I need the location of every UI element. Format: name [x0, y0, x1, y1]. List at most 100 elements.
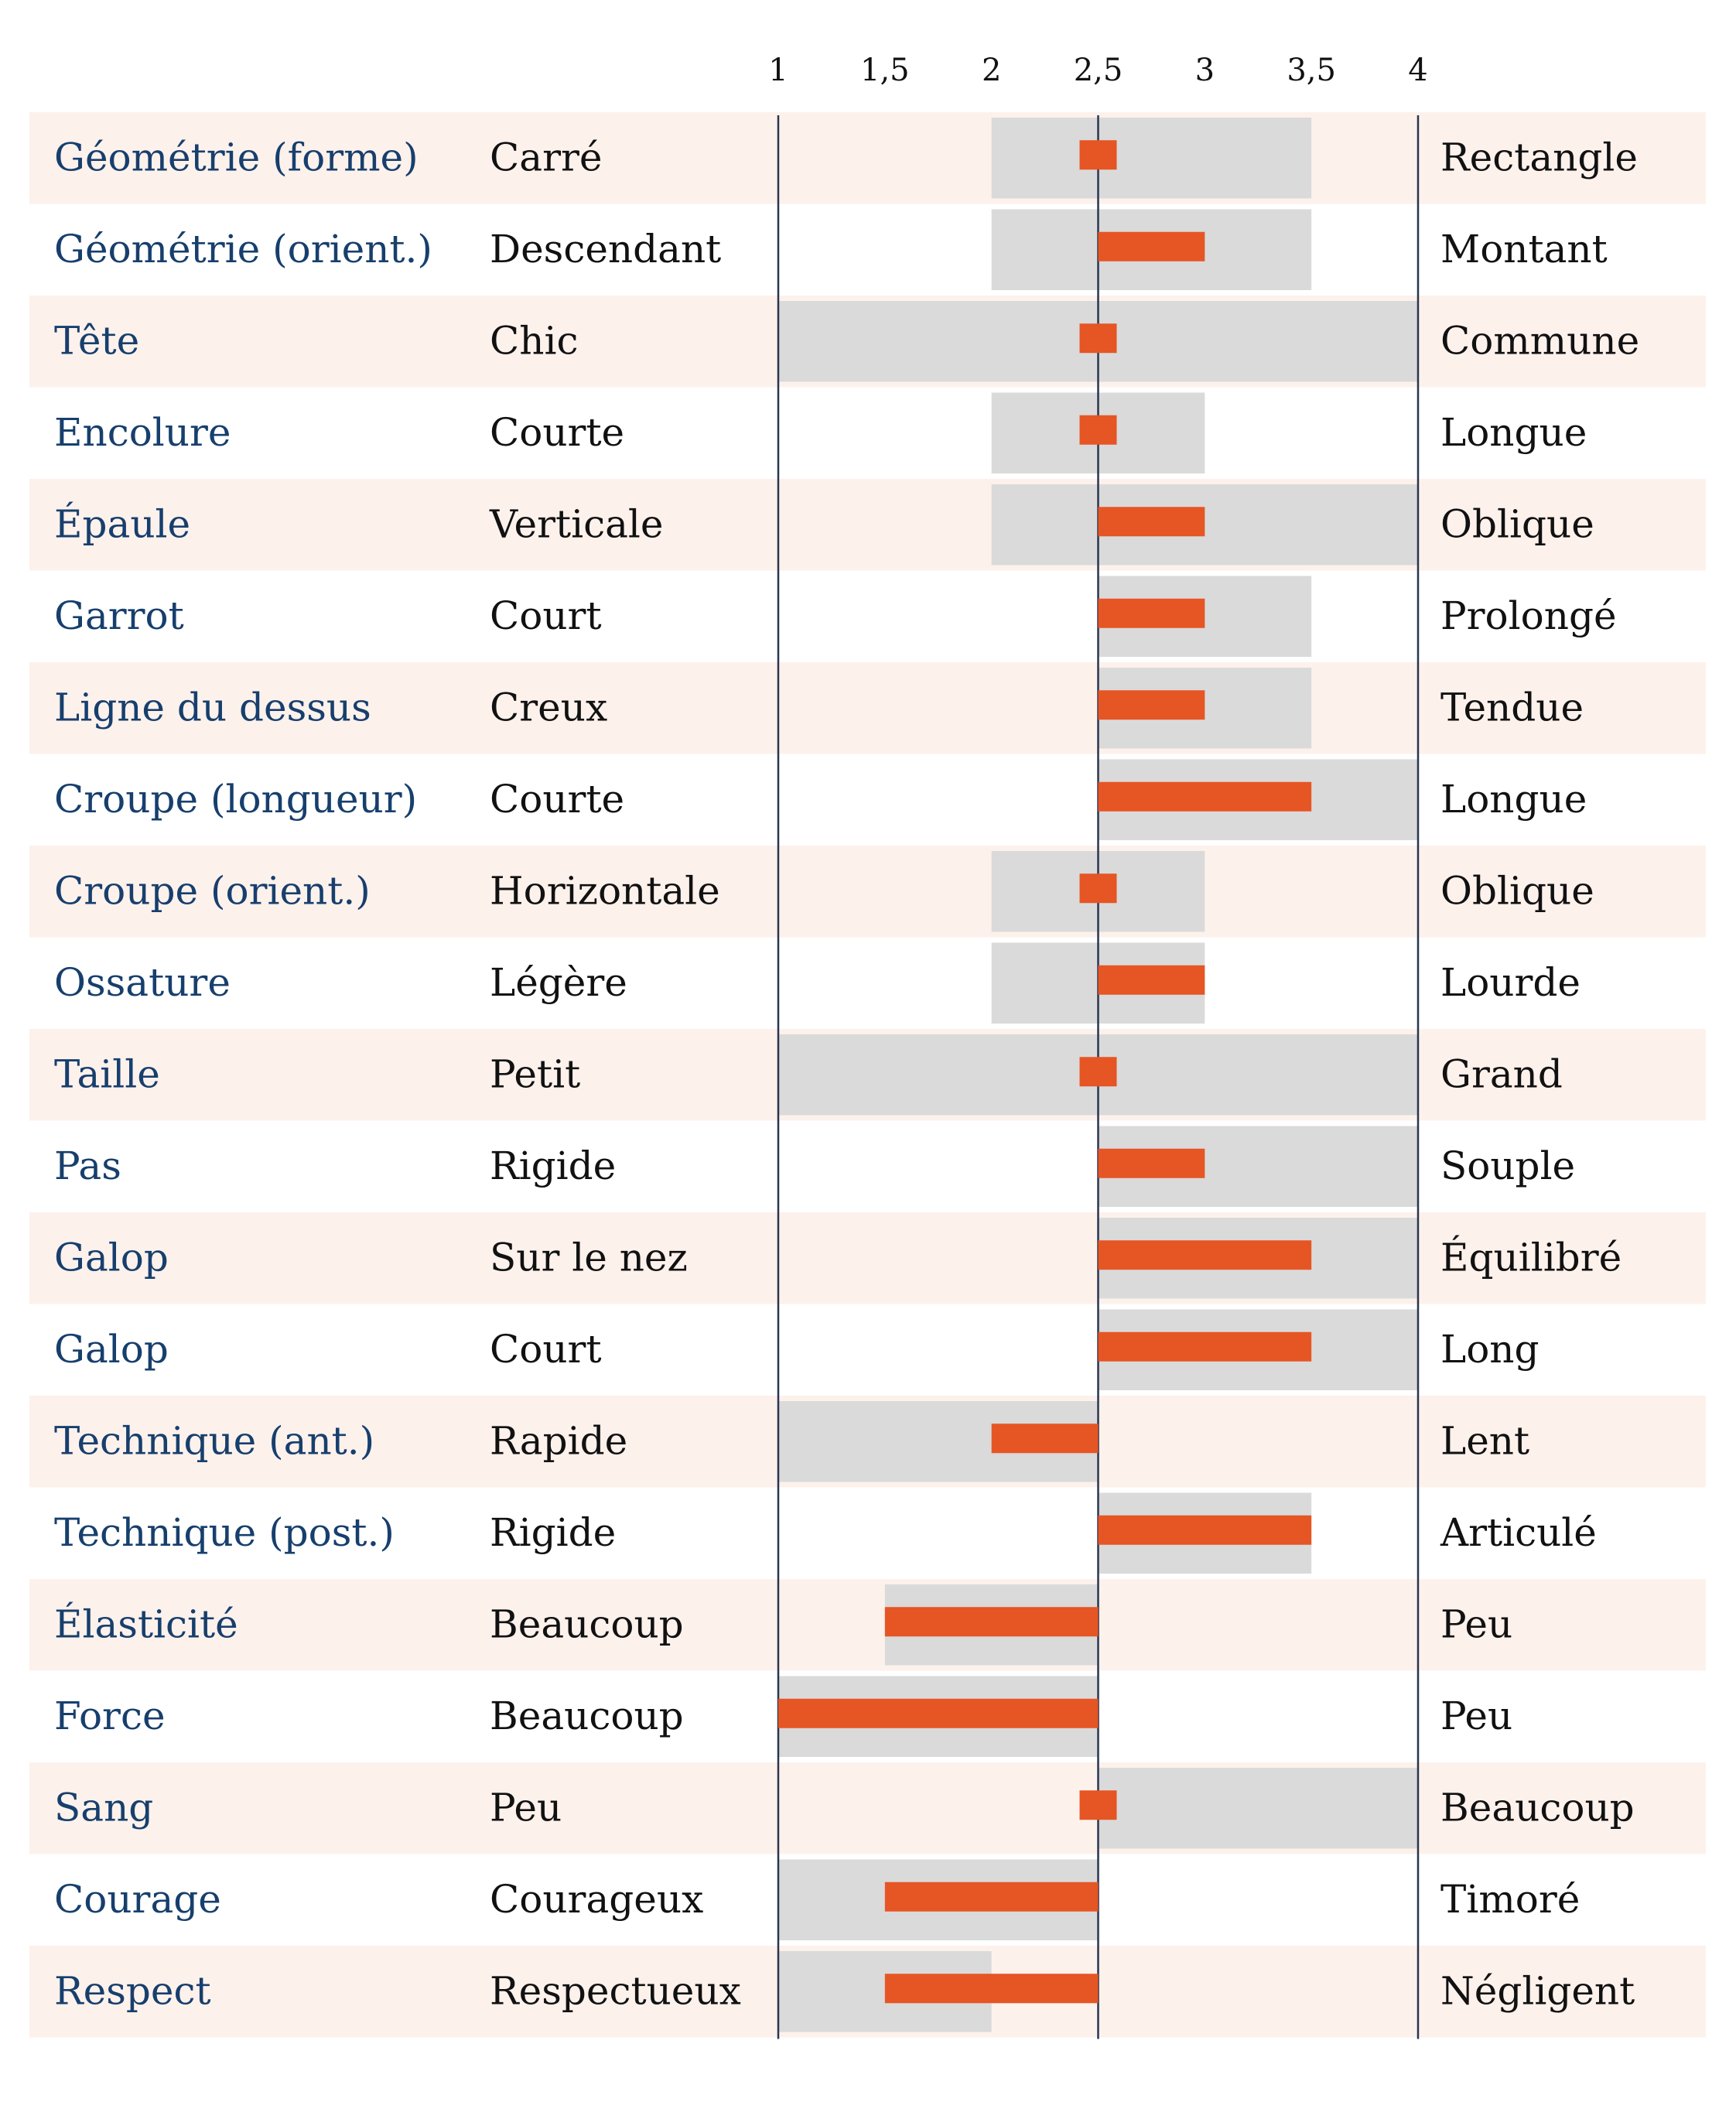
trait-label: Croupe (orient.)	[54, 868, 371, 913]
trait-label: Force	[54, 1694, 166, 1738]
trait-label: Galop	[54, 1327, 169, 1372]
left-pole-label: Petit	[490, 1051, 580, 1096]
left-pole-label: Verticale	[489, 501, 664, 546]
tick-labels: 1 1,5 2 2,5 3 3,5 4	[768, 53, 1427, 88]
right-pole-label: Équilibré	[1440, 1234, 1622, 1280]
left-pole-label: Rapide	[490, 1418, 627, 1463]
value-bar	[1098, 690, 1205, 720]
trait-label: Taille	[54, 1051, 160, 1096]
value-bars	[778, 140, 1312, 2004]
trait-label: Garrot	[54, 593, 184, 638]
value-bar	[991, 1424, 1099, 1454]
tick-label: 2	[982, 53, 1001, 88]
value-bar	[884, 1607, 1099, 1637]
trait-label: Ossature	[54, 960, 231, 1005]
right-pole-label: Grand	[1440, 1051, 1563, 1096]
row-stripe	[29, 1212, 1706, 1304]
value-bar	[1098, 1148, 1205, 1178]
right-pole-label: Timoré	[1440, 1877, 1580, 1922]
row-stripe	[29, 479, 1706, 571]
right-pole-label: Oblique	[1440, 868, 1594, 913]
right-pole-label: Souple	[1440, 1143, 1575, 1188]
value-bar	[1098, 1515, 1312, 1545]
right-pole-label: Longue	[1440, 410, 1587, 455]
trait-label: Galop	[54, 1235, 169, 1280]
trait-label: Tête	[54, 318, 139, 363]
left-pole-label: Beaucoup	[490, 1694, 684, 1738]
trait-label: Technique (post.)	[54, 1510, 395, 1555]
right-pole-label: Peu	[1440, 1694, 1512, 1738]
value-bar	[1098, 507, 1205, 537]
trait-label: Pas	[54, 1143, 121, 1188]
value-bar	[1079, 140, 1117, 170]
trait-label: Respect	[54, 1968, 211, 2013]
range-band	[1098, 1768, 1418, 1849]
row-stripe	[29, 1762, 1706, 1854]
value-bar	[1079, 1057, 1117, 1087]
right-pole-label: Rectangle	[1440, 135, 1638, 179]
tick-label: 1	[768, 53, 788, 88]
tick-label: 3,5	[1287, 53, 1336, 88]
left-pole-label: Respectueux	[490, 1968, 741, 2013]
left-pole-label: Chic	[490, 318, 578, 363]
row-stripe	[29, 662, 1706, 754]
left-pole-label: Descendant	[490, 227, 721, 272]
tick-label: 4	[1408, 53, 1427, 88]
value-bar	[778, 1698, 1099, 1728]
left-pole-label: Rigide	[490, 1510, 616, 1555]
trait-label: Courage	[54, 1877, 221, 1922]
right-pole-label: Oblique	[1440, 501, 1594, 546]
row-stripe	[29, 1579, 1706, 1671]
trait-label: Géométrie (orient.)	[54, 227, 432, 272]
tick-label: 1,5	[860, 53, 910, 88]
right-pole-label: Long	[1440, 1327, 1540, 1372]
left-pole-label: Rigide	[490, 1143, 616, 1188]
left-pole-label: Sur le nez	[490, 1235, 688, 1280]
trait-label: Ligne du dessus	[54, 685, 371, 730]
right-pole-label: Peu	[1440, 1601, 1512, 1646]
left-pole-label: Courte	[490, 410, 624, 455]
right-pole-label: Lent	[1440, 1418, 1529, 1463]
row-stripe	[29, 846, 1706, 938]
trait-label: Géométrie (forme)	[54, 135, 419, 179]
row-labels: Géométrie (forme) Carré Rectangle Géométrie…	[54, 135, 1639, 2013]
value-bar	[1079, 1790, 1117, 1820]
value-bar	[1098, 1240, 1312, 1270]
value-bar	[1098, 598, 1205, 628]
value-bar	[884, 1882, 1099, 1912]
value-bar	[884, 1974, 1099, 2004]
right-pole-label: Tendue	[1440, 685, 1584, 730]
value-bar	[1098, 781, 1312, 812]
value-bar	[1079, 415, 1117, 445]
right-pole-label: Montant	[1440, 227, 1608, 272]
left-pole-label: Courageux	[490, 1877, 703, 1922]
right-pole-label: Beaucoup	[1440, 1785, 1635, 1830]
row-stripe	[29, 112, 1706, 204]
right-pole-label: Négligent	[1440, 1968, 1635, 2013]
value-bar	[1079, 323, 1117, 354]
right-pole-label: Commune	[1440, 318, 1639, 363]
value-bar	[1098, 965, 1205, 995]
right-pole-label: Longue	[1440, 777, 1587, 822]
range-band	[991, 118, 1312, 199]
right-pole-label: Prolongé	[1440, 593, 1617, 638]
left-pole-label: Carré	[490, 135, 602, 179]
trait-label: Sang	[54, 1785, 153, 1830]
trait-label: Épaule	[54, 501, 190, 546]
left-pole-label: Peu	[490, 1785, 562, 1830]
left-pole-label: Creux	[490, 685, 607, 730]
trait-label: Technique (ant.)	[54, 1418, 374, 1463]
tick-label: 3	[1195, 53, 1215, 88]
right-pole-label: Articulé	[1440, 1510, 1597, 1555]
left-pole-label: Courte	[490, 777, 624, 822]
trait-label: Encolure	[54, 410, 231, 455]
left-pole-label: Court	[490, 593, 602, 638]
trait-label: Élasticité	[54, 1601, 238, 1646]
trait-label: Croupe (longueur)	[54, 777, 417, 822]
value-bar	[1079, 873, 1117, 904]
value-bar	[1098, 231, 1205, 261]
tick-label: 2,5	[1074, 53, 1123, 88]
left-pole-label: Court	[490, 1327, 602, 1372]
left-pole-label: Horizontale	[490, 868, 720, 913]
